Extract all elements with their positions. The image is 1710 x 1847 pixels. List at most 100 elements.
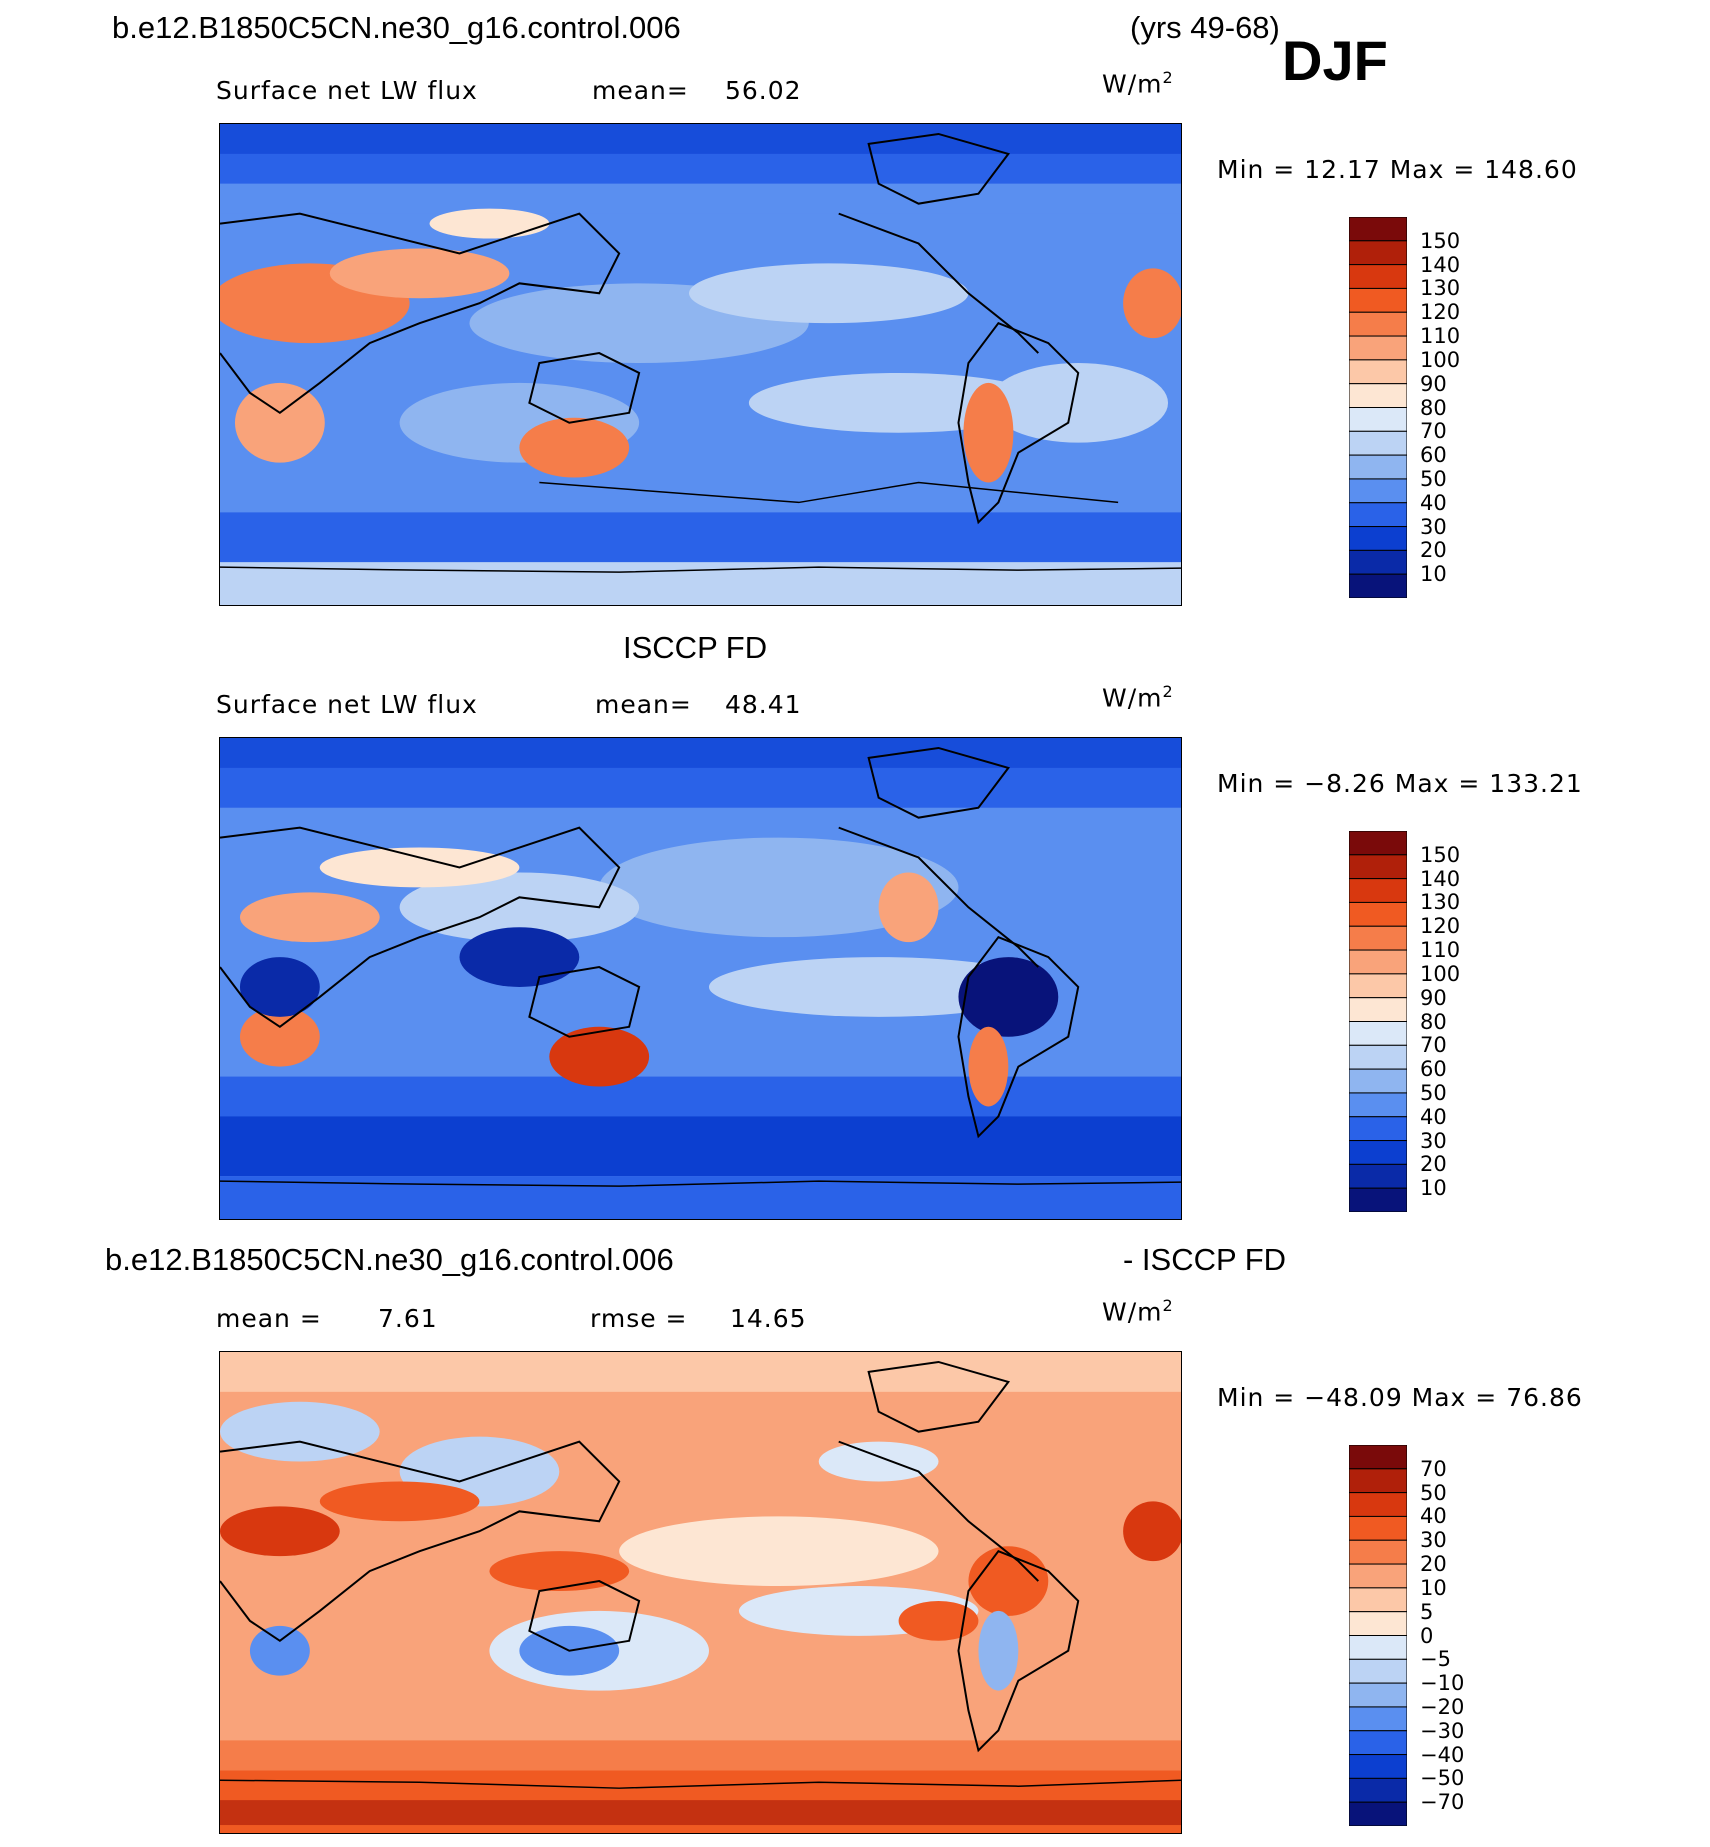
colorbar-tick-label: 130 — [1420, 890, 1461, 915]
panel2-colorbar — [1349, 831, 1407, 1212]
colorbar-swatch — [1349, 1611, 1407, 1636]
panel2-subtitle: ISCCP FD — [623, 630, 768, 665]
season-label: DJF — [1282, 29, 1388, 92]
panel3-colorbar — [1349, 1445, 1407, 1826]
colorbar-swatch — [1349, 1801, 1407, 1826]
colorbar-swatch — [1349, 997, 1407, 1022]
colorbar-swatch — [1349, 407, 1407, 432]
case-title: b.e12.B1850C5CN.ne30_g16.control.006 — [112, 10, 681, 45]
colorbar-swatch — [1349, 1539, 1407, 1565]
panel2-units: W/m2 — [1102, 682, 1174, 713]
colorbar-swatch — [1349, 454, 1407, 480]
colorbar-swatch — [1349, 359, 1407, 385]
colorbar-tick-label: 50 — [1420, 1080, 1447, 1105]
colorbar-tick-label: 10 — [1420, 562, 1447, 587]
colorbar-swatch — [1349, 1445, 1407, 1470]
colorbar-swatch — [1349, 287, 1407, 313]
colorbar-tick-label: 20 — [1420, 538, 1447, 563]
colorbar-swatch — [1349, 1754, 1407, 1779]
colorbar-tick-label: 90 — [1420, 985, 1447, 1010]
colorbar-swatch — [1349, 854, 1407, 880]
panel1-map — [219, 123, 1182, 606]
colorbar-swatch — [1349, 383, 1407, 408]
colorbar-tick-label: 110 — [1420, 324, 1461, 349]
colorbar-tick-label: −30 — [1420, 1718, 1465, 1743]
colorbar-swatch — [1349, 1092, 1407, 1118]
colorbar-tick-label: 10 — [1420, 1575, 1447, 1600]
panel3-subtitle-obs: - ISCCP FD — [1123, 1242, 1287, 1277]
colorbar-swatch — [1349, 1116, 1407, 1142]
colorbar-tick-label: 70 — [1420, 419, 1447, 444]
panel3-units: W/m2 — [1102, 1296, 1174, 1327]
colorbar-tick-label: 0 — [1420, 1623, 1434, 1648]
colorbar-swatch — [1349, 217, 1407, 242]
colorbar-swatch — [1349, 1658, 1407, 1684]
panel2-variable-label: Surface net LW flux — [216, 690, 478, 719]
colorbar-tick-label: 50 — [1420, 466, 1447, 491]
colorbar-tick-label: 90 — [1420, 371, 1447, 396]
colorbar-tick-label: −70 — [1420, 1790, 1465, 1815]
colorbar-swatch — [1349, 1021, 1407, 1046]
colorbar-tick-label: 30 — [1420, 1528, 1447, 1553]
panel2-map-field — [220, 738, 1181, 1219]
colorbar-swatch — [1349, 1587, 1407, 1613]
colorbar-tick-label: 80 — [1420, 395, 1447, 420]
colorbar-swatch — [1349, 1706, 1407, 1732]
colorbar-swatch — [1349, 478, 1407, 504]
colorbar-swatch — [1349, 973, 1407, 999]
colorbar-swatch — [1349, 1068, 1407, 1094]
panel1-colorbar — [1349, 217, 1407, 598]
colorbar-swatch — [1349, 831, 1407, 856]
colorbar-swatch — [1349, 311, 1407, 337]
panel3-minmax: Min = −48.09 Max = 76.86 — [1217, 1383, 1583, 1412]
colorbar-swatch — [1349, 1140, 1407, 1165]
panel1-map-field — [220, 124, 1181, 605]
colorbar-swatch — [1349, 1187, 1407, 1212]
colorbar-tick-label: 70 — [1420, 1033, 1447, 1058]
colorbar-swatch — [1349, 549, 1407, 575]
colorbar-swatch — [1349, 1730, 1407, 1756]
colorbar-swatch — [1349, 1682, 1407, 1708]
panel3-map-field — [220, 1352, 1181, 1833]
colorbar-tick-label: 120 — [1420, 300, 1461, 325]
colorbar-tick-label: 20 — [1420, 1552, 1447, 1577]
panel1-stat-value: 56.02 — [725, 76, 802, 105]
panel1-variable-label: Surface net LW flux — [216, 76, 478, 105]
colorbar-tick-label: 110 — [1420, 938, 1461, 963]
colorbar-swatch — [1349, 526, 1407, 551]
colorbar-swatch — [1349, 1563, 1407, 1589]
colorbar-tick-label: 100 — [1420, 347, 1461, 372]
colorbar-swatch — [1349, 1163, 1407, 1189]
colorbar-swatch — [1349, 335, 1407, 361]
colorbar-tick-label: 50 — [1420, 1480, 1447, 1505]
colorbar-tick-label: 100 — [1420, 961, 1461, 986]
colorbar-tick-label: −5 — [1420, 1647, 1451, 1672]
panel1-units: W/m2 — [1102, 68, 1174, 99]
colorbar-swatch — [1349, 949, 1407, 975]
panel3-mean-value: 7.61 — [378, 1304, 438, 1333]
colorbar-tick-label: 60 — [1420, 1057, 1447, 1082]
colorbar-swatch — [1349, 502, 1407, 528]
colorbar-swatch — [1349, 573, 1407, 598]
colorbar-tick-label: 60 — [1420, 443, 1447, 468]
panel2-stat-value: 48.41 — [725, 690, 802, 719]
colorbar-tick-label: −20 — [1420, 1694, 1465, 1719]
colorbar-tick-label: 10 — [1420, 1176, 1447, 1201]
colorbar-swatch — [1349, 925, 1407, 951]
colorbar-tick-label: 40 — [1420, 1104, 1447, 1129]
panel3-rmse-label: rmse = — [590, 1304, 688, 1333]
colorbar-tick-label: 70 — [1420, 1456, 1447, 1481]
colorbar-swatch — [1349, 878, 1407, 903]
panel1-stat-label: mean= — [592, 76, 689, 105]
colorbar-tick-label: 30 — [1420, 1128, 1447, 1153]
colorbar-tick-label: 5 — [1420, 1599, 1434, 1624]
colorbar-swatch — [1349, 1492, 1407, 1517]
years-label: (yrs 49-68) — [1130, 10, 1280, 45]
panel3-map — [219, 1351, 1182, 1834]
panel2-stat-label: mean= — [595, 690, 692, 719]
panel1-minmax: Min = 12.17 Max = 148.60 — [1217, 155, 1578, 184]
colorbar-tick-label: −10 — [1420, 1671, 1465, 1696]
colorbar-tick-label: 20 — [1420, 1152, 1447, 1177]
colorbar-tick-label: 140 — [1420, 252, 1461, 277]
colorbar-tick-label: 30 — [1420, 514, 1447, 539]
